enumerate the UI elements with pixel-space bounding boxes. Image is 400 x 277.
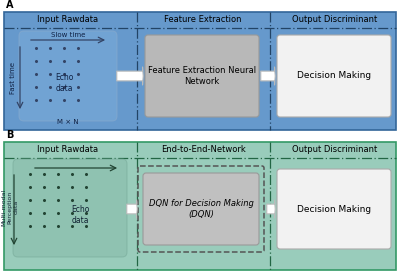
Text: Output Discriminant: Output Discriminant: [292, 16, 378, 24]
FancyBboxPatch shape: [19, 31, 117, 121]
Text: DQN for Decision Making
(DQN): DQN for Decision Making (DQN): [148, 199, 254, 219]
Text: A: A: [6, 0, 14, 10]
Text: Multi-modal
Perception
data: Multi-modal Perception data: [2, 188, 18, 226]
Text: Input Rawdata: Input Rawdata: [38, 16, 98, 24]
FancyBboxPatch shape: [13, 159, 127, 257]
FancyBboxPatch shape: [145, 35, 259, 117]
Text: Output Discriminant: Output Discriminant: [292, 145, 378, 155]
Text: Decision Making: Decision Making: [297, 71, 371, 81]
Text: M × N: M × N: [57, 119, 79, 125]
Text: Decision Making: Decision Making: [297, 204, 371, 214]
Text: Fast time: Fast time: [10, 62, 16, 94]
FancyBboxPatch shape: [277, 169, 391, 249]
Text: Input Rawdata: Input Rawdata: [38, 145, 98, 155]
Text: Echo
data: Echo data: [71, 205, 89, 225]
Text: Slow time: Slow time: [51, 32, 85, 38]
Text: End-to-End-Network: End-to-End-Network: [161, 145, 245, 155]
Text: B: B: [6, 130, 13, 140]
Text: Feature Extraction Neural
Network: Feature Extraction Neural Network: [148, 66, 256, 86]
FancyBboxPatch shape: [143, 173, 259, 245]
FancyBboxPatch shape: [4, 12, 396, 130]
Text: Echo
data: Echo data: [55, 73, 73, 93]
FancyBboxPatch shape: [4, 142, 396, 270]
FancyBboxPatch shape: [277, 35, 391, 117]
Text: Feature Extraction: Feature Extraction: [164, 16, 242, 24]
